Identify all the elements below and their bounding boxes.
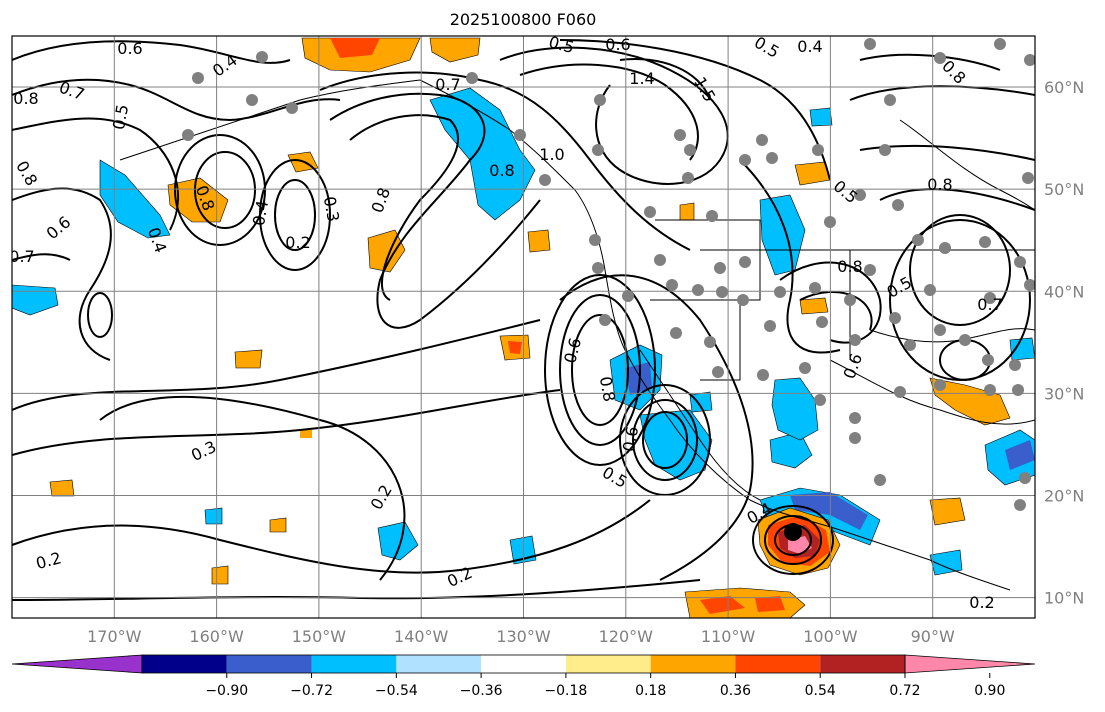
coastlines (119, 79, 1035, 591)
colorbar-tick-label: 0.18 (635, 683, 666, 699)
plot-frame (11, 35, 1036, 619)
contour-label: 0.7 (977, 295, 1002, 314)
latitude-tick-labels: 60°N 50°N 40°N 30°N 20°N 10°N (1044, 78, 1084, 608)
contour-label: 0.6 (619, 425, 642, 453)
latitude-tick-label: 20°N (1044, 486, 1084, 505)
contour-label: 0.8 (489, 161, 514, 180)
latitude-tick-label: 10°N (1044, 589, 1084, 608)
contour-label: 0.5 (547, 32, 577, 57)
colorbar-segment (226, 655, 312, 673)
contour-label: 0.2 (285, 233, 310, 252)
colorbar-extend-high (904, 654, 1036, 674)
longitude-tick-label: 130°W (496, 627, 551, 646)
contour-label: 0.6 (605, 35, 630, 54)
contour-label: 0.2 (969, 593, 994, 612)
colorbar-segment (820, 655, 905, 673)
contour-label: 0.7 (9, 247, 34, 266)
colorbar-tick-label: 0.54 (805, 683, 836, 699)
contour-label: 0.8 (596, 375, 619, 403)
colorbar-tick-label: −0.36 (460, 683, 503, 699)
colorbar-segment (481, 655, 566, 673)
contour-label: 0.7 (435, 75, 460, 94)
latitude-tick-label: 30°N (1044, 384, 1084, 403)
colorbar: −0.90 −0.72 −0.54 −0.36 −0.18 0.18 0.36 0.54 0.7… (11, 654, 1036, 699)
longitude-tick-labels: 170°W 160°W 150°W 140°W 130°W 120°W 110°W 100°W… (87, 627, 955, 646)
colorbar-extend-low (11, 654, 143, 674)
longitude-tick-label: 170°W (87, 627, 142, 646)
colorbar-tick-label: −0.90 (205, 683, 248, 699)
contour-label: 0.8 (13, 89, 38, 108)
contour-label: 0.8 (927, 175, 952, 194)
contour-label: 0.5 (109, 103, 132, 131)
colorbar-tick-label: 0.72 (889, 683, 920, 699)
longitude-tick-label: 90°W (911, 627, 955, 646)
contour-lines (12, 39, 1035, 601)
contour-label: 0.4 (797, 37, 822, 56)
colorbar-tick-label: 0.90 (974, 683, 1005, 699)
shaded-anomalies (12, 37, 1035, 618)
colorbar-tick-label: −0.72 (290, 683, 333, 699)
colorbar-segment (650, 655, 736, 673)
latitude-tick-label: 50°N (1044, 180, 1084, 199)
colorbar-tick-label: −0.54 (375, 683, 418, 699)
longitude-tick-label: 110°W (701, 627, 756, 646)
colorbar-frame (141, 654, 906, 674)
latitude-tick-label: 40°N (1044, 282, 1084, 301)
contour-label: 0.8 (837, 257, 862, 276)
contour-label: 1.4 (629, 69, 654, 88)
colorbar-tick-label: 0.36 (720, 683, 751, 699)
contour-label: 0.3 (320, 195, 343, 223)
longitude-tick-label: 160°W (189, 627, 244, 646)
longitude-tick-label: 140°W (394, 627, 449, 646)
gridlines (12, 36, 1035, 618)
storm-center-marker (784, 523, 802, 541)
contour-label: 0.6 (117, 39, 142, 58)
colorbar-tick-label: −0.18 (544, 683, 587, 699)
colorbar-segment (396, 655, 482, 673)
map-title: 2025100800 F060 (449, 10, 597, 29)
colorbar-segment (565, 655, 651, 673)
longitude-tick-label: 150°W (292, 627, 347, 646)
colorbar-segment (311, 655, 397, 673)
longitude-tick-label: 120°W (599, 627, 654, 646)
latitude-tick-label: 60°N (1044, 78, 1084, 97)
contour-label: 1.0 (539, 145, 564, 164)
contour-label: 0.4 (249, 199, 272, 227)
colorbar-segment (735, 655, 821, 673)
colorbar-segment (142, 655, 227, 673)
longitude-tick-label: 100°W (803, 627, 858, 646)
